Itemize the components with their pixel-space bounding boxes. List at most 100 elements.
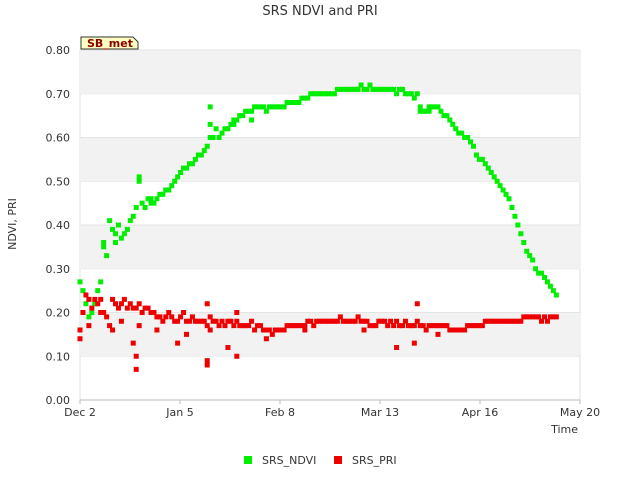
- ndvi-point: [394, 91, 400, 97]
- ndvi-point: [231, 117, 237, 123]
- pri-point: [346, 318, 352, 324]
- pri-point: [89, 305, 95, 311]
- ndvi-point: [399, 86, 405, 92]
- pri-point: [468, 323, 474, 329]
- ndvi-point: [388, 86, 394, 92]
- pri-point: [80, 310, 86, 315]
- pri-point: [429, 323, 435, 329]
- pri-point: [249, 318, 255, 324]
- pri-point: [361, 318, 367, 324]
- ndvi-point: [148, 200, 154, 206]
- ndvi-point: [163, 187, 169, 193]
- pri-point: [539, 318, 545, 324]
- y-axis-ticks: 0.00 0.10 0.20 0.30 0.40 0.50 0.60 0.70 0.80: [46, 44, 71, 407]
- pri-point: [269, 331, 275, 337]
- pri-point: [382, 318, 388, 324]
- pri-point: [86, 296, 92, 302]
- pri-point: [337, 314, 343, 320]
- pri-point: [154, 327, 160, 333]
- legend-label-ndvi: SRS_NDVI: [262, 454, 316, 467]
- ndvi-point: [453, 126, 459, 132]
- pri-point: [450, 327, 456, 333]
- ndvi-point: [104, 253, 110, 259]
- grid-band: [80, 137, 580, 182]
- pri-point: [515, 318, 521, 324]
- ndvi-point: [210, 135, 216, 140]
- ndvi-point: [515, 222, 521, 228]
- pri-point: [252, 327, 258, 333]
- pri-point: [115, 305, 121, 311]
- ndvi-point: [373, 86, 379, 92]
- ndvi-point: [462, 135, 468, 140]
- ndvi-point: [169, 183, 175, 189]
- ndvi-point: [423, 108, 429, 114]
- ndvi-point: [192, 156, 198, 162]
- x-tick-label: Mar 13: [361, 406, 399, 419]
- pri-point: [184, 318, 190, 324]
- ndvi-point: [334, 86, 340, 92]
- pri-point: [175, 318, 181, 324]
- pri-point: [423, 327, 429, 333]
- pri-point: [151, 310, 157, 315]
- ndvi-point: [500, 187, 506, 193]
- ndvi-point: [189, 161, 195, 167]
- pri-point: [130, 340, 136, 346]
- ndvi-point: [323, 91, 329, 97]
- pri-point: [142, 305, 148, 311]
- badge-label: SB_met: [87, 37, 133, 50]
- pri-point: [373, 323, 379, 329]
- pri-point: [184, 331, 190, 337]
- pri-point: [533, 314, 539, 320]
- pri-point: [485, 318, 491, 324]
- pri-point: [234, 310, 240, 315]
- pri-point: [488, 318, 494, 324]
- ndvi-point: [92, 301, 98, 307]
- ndvi-point: [98, 279, 104, 285]
- pri-point: [364, 318, 370, 324]
- pri-point: [237, 323, 243, 329]
- pri-point: [234, 318, 240, 324]
- ndvi-point: [269, 104, 275, 110]
- pri-point: [394, 345, 400, 350]
- pri-point: [278, 327, 284, 333]
- ndvi-point: [302, 95, 308, 101]
- pri-point: [192, 318, 198, 324]
- y-tick-label: 0.00: [46, 394, 71, 407]
- ndvi-point: [225, 126, 231, 132]
- ndvi-point: [382, 86, 388, 92]
- pri-point: [314, 318, 320, 324]
- pri-point: [178, 314, 184, 320]
- ndvi-point: [181, 165, 187, 171]
- ndvi-point: [142, 205, 148, 210]
- pri-point: [503, 318, 509, 324]
- ndvi-point: [349, 86, 355, 92]
- y-tick-label: 0.40: [46, 219, 71, 232]
- ndvi-point: [246, 108, 252, 114]
- ndvi-point: [257, 104, 263, 110]
- ndvi-point: [456, 130, 462, 136]
- pri-point: [302, 327, 308, 333]
- ndvi-point: [113, 231, 119, 237]
- pri-point: [204, 301, 210, 307]
- ndvi-point: [287, 100, 293, 105]
- pri-point: [302, 323, 308, 329]
- pri-point: [432, 323, 438, 329]
- ndvi-point: [441, 113, 447, 119]
- ndvi-point: [429, 104, 435, 110]
- ndvi-point: [331, 91, 337, 97]
- ndvi-point: [491, 174, 497, 180]
- pri-point: [402, 318, 408, 324]
- ndvi-point: [320, 91, 326, 97]
- pri-point: [547, 314, 553, 320]
- ndvi-point: [370, 86, 376, 92]
- pri-point: [154, 314, 160, 320]
- ndvi-point: [231, 121, 237, 127]
- y-axis-label: NDVI, PRI: [6, 198, 19, 250]
- ndvi-point: [213, 126, 219, 132]
- ndvi-point: [296, 100, 302, 105]
- ndvi-point: [118, 235, 124, 241]
- pri-point: [299, 323, 305, 329]
- ndvi-point: [518, 231, 524, 237]
- pri-point: [166, 310, 172, 315]
- pri-point: [550, 314, 556, 320]
